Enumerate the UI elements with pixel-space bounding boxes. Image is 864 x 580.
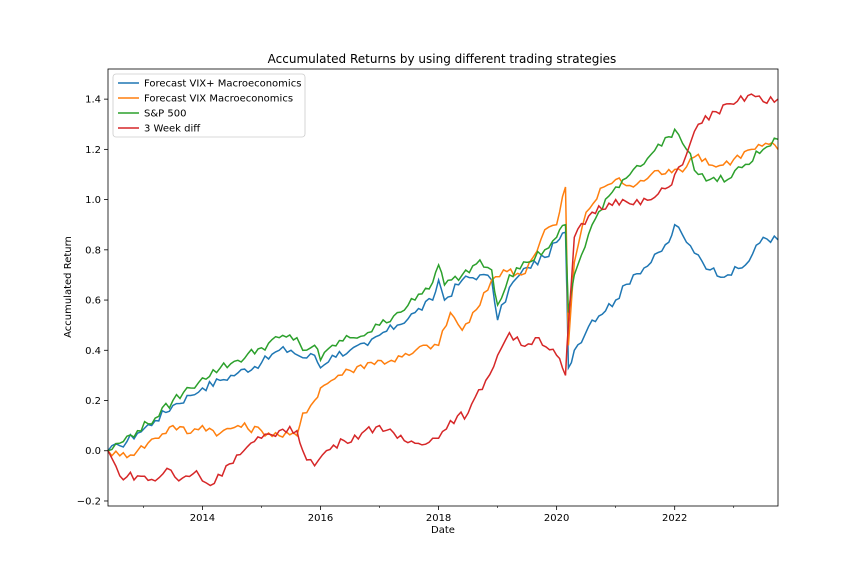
series-line-3 [107, 93, 779, 487]
legend-label: 3 Week diff [144, 124, 201, 135]
y-axis-label: Accumulated Return [63, 236, 74, 338]
y-tick-label: 0.0 [85, 446, 101, 457]
series-line-2 [107, 127, 779, 452]
legend-label: Forecast VIX+ Macroeconomics [144, 79, 301, 90]
series-lines [107, 93, 779, 487]
legend-box [112, 73, 306, 138]
y-tick-label: −0.2 [77, 496, 101, 507]
x-tick-label: 2014 [190, 513, 215, 524]
x-tick-label: 2022 [662, 513, 687, 524]
chart-title: Accumulated Returns by using different t… [268, 52, 617, 66]
x-axis-label: Date [431, 525, 455, 536]
y-tick-label: 0.2 [85, 396, 101, 407]
y-tick-label: 1.0 [85, 195, 101, 206]
legend-label: S&P 500 [144, 109, 186, 120]
y-tick-label: 0.8 [85, 245, 101, 256]
y-tick-label: 0.6 [85, 296, 101, 307]
x-tick-label: 2018 [426, 513, 451, 524]
series-line-1 [107, 141, 779, 459]
plot-frame [107, 68, 779, 507]
x-tick-label: 2016 [308, 513, 333, 524]
legend-label: Forecast VIX Macroeconomics [144, 94, 293, 105]
x-tick-label: 2020 [544, 513, 569, 524]
x-axis: 2014 2016 2018 2020 2022 [143, 506, 735, 524]
y-tick-label: 1.2 [85, 145, 101, 156]
series-line-0 [107, 223, 779, 452]
y-axis: −0.2 0.0 0.2 0.4 0.6 0.8 1.0 1.2 1.4 [77, 95, 108, 507]
y-tick-label: 1.4 [85, 95, 101, 106]
y-tick-label: 0.4 [85, 346, 101, 357]
legend: Forecast VIX+ Macroeconomics Forecast VIX… [112, 73, 306, 138]
